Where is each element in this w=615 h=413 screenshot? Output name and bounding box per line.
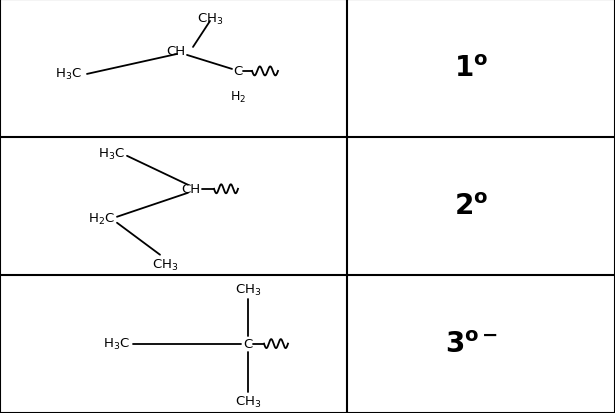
- Text: CH$_3$: CH$_3$: [152, 257, 178, 272]
- Text: CH$_3$: CH$_3$: [235, 282, 261, 297]
- Text: H$_3$C: H$_3$C: [103, 336, 130, 351]
- Text: CH$_3$: CH$_3$: [235, 394, 261, 408]
- Text: C: C: [244, 337, 253, 350]
- Text: H$_3$C: H$_3$C: [98, 147, 125, 162]
- Text: $\mathbf{2^o}$: $\mathbf{2^o}$: [454, 192, 488, 220]
- Text: CH: CH: [181, 183, 200, 196]
- Text: CH$_3$: CH$_3$: [197, 12, 223, 27]
- Text: $\mathbf{1^o}$: $\mathbf{1^o}$: [454, 55, 488, 83]
- Text: H$_2$C: H$_2$C: [88, 212, 115, 227]
- Text: H$_2$: H$_2$: [230, 90, 246, 105]
- Text: C: C: [233, 65, 243, 78]
- Text: CH: CH: [166, 45, 185, 58]
- Text: H$_3$C: H$_3$C: [55, 67, 82, 82]
- Text: $\mathbf{3^{o-}}$: $\mathbf{3^{o-}}$: [445, 330, 498, 358]
